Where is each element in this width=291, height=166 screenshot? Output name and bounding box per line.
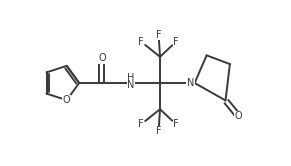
Text: O: O <box>235 111 242 122</box>
Text: F: F <box>138 37 144 47</box>
Text: F: F <box>173 37 179 47</box>
Text: N: N <box>187 78 194 88</box>
Text: F: F <box>138 119 144 129</box>
Text: O: O <box>63 95 70 105</box>
Text: O: O <box>98 53 106 63</box>
Text: H: H <box>127 73 135 83</box>
Text: F: F <box>156 30 162 40</box>
Text: N: N <box>127 80 135 90</box>
Text: F: F <box>156 126 162 136</box>
Text: F: F <box>173 119 179 129</box>
